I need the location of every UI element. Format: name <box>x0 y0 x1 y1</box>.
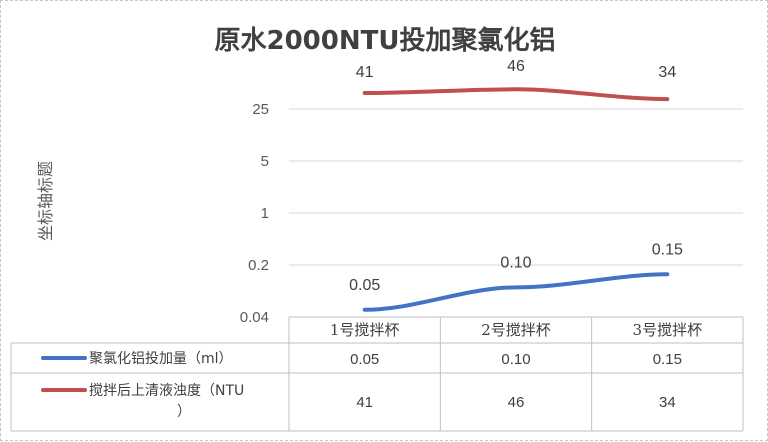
legend-label-cont: ） <box>177 404 191 420</box>
table-cell: 46 <box>508 394 525 411</box>
data-label: 34 <box>658 64 676 81</box>
table-cell: 0.15 <box>653 351 682 368</box>
legend-label: 聚氯化铝投加量（ml） <box>89 351 233 367</box>
category-label: 1号搅拌杯 <box>330 321 400 339</box>
category-label: 3号搅拌杯 <box>633 321 703 339</box>
y-tick-label: 5 <box>261 153 269 170</box>
y-tick-label: 0.2 <box>248 257 269 274</box>
series-line-2 <box>362 87 670 102</box>
y-tick-label: 0.04 <box>240 309 269 326</box>
table-cell: 34 <box>659 394 676 411</box>
data-label: 46 <box>507 58 525 75</box>
table-cell: 0.10 <box>501 351 530 368</box>
legend-label: 搅拌后上清液浊度（NTU <box>89 383 244 399</box>
gridlines <box>289 108 743 266</box>
category-label: 2号搅拌杯 <box>481 321 551 339</box>
y-tick-label: 25 <box>252 101 269 118</box>
y-tick-labels: 0.04 0.2 1 5 25 <box>240 101 269 326</box>
table-cell: 0.05 <box>350 351 379 368</box>
series-line-1 <box>362 272 670 312</box>
series-lines <box>362 87 670 312</box>
chart-title: 原水2000NTU投加聚氯化铝 <box>215 25 556 56</box>
data-label: 0.10 <box>500 254 531 271</box>
y-tick-label: 1 <box>261 205 269 222</box>
table-cell: 41 <box>356 394 373 411</box>
y-axis-label: 坐标轴标题 <box>36 161 55 241</box>
data-label: 41 <box>356 64 374 81</box>
data-labels: 0.05 0.10 0.15 41 46 34 <box>349 58 683 294</box>
data-label: 0.15 <box>652 241 683 258</box>
data-label: 0.05 <box>349 277 380 294</box>
